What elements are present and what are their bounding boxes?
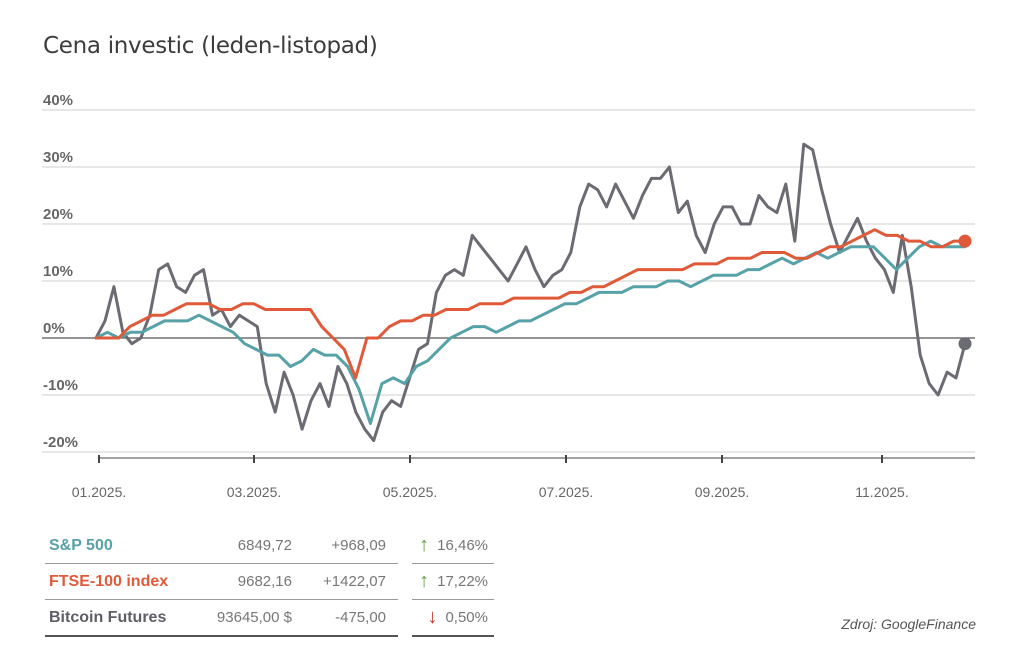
percent-ftse100: 17,22% bbox=[437, 573, 488, 590]
x-tick-label: 03.2025. bbox=[227, 484, 282, 500]
y-tick-label: 40% bbox=[43, 92, 73, 109]
table-row: Bitcoin Futures 93645,00 $ -475,00 ↓ 0,50… bbox=[45, 599, 494, 637]
series-line-s-p-500 bbox=[94, 239, 967, 425]
y-tick-label: -20% bbox=[43, 434, 78, 451]
x-tick-label: 07.2025. bbox=[539, 484, 594, 500]
price-sp500: 6849,72 bbox=[189, 528, 302, 564]
table-row: S&P 500 6849,72 +968,09 ↑ 16,46% bbox=[45, 528, 494, 564]
series-name-ftse100: FTSE-100 index bbox=[45, 563, 189, 600]
x-tick-label: 09.2025. bbox=[695, 484, 750, 500]
x-tick-label: 11.2025. bbox=[855, 484, 908, 500]
price-bitcoin: 93645,00 $ bbox=[189, 599, 302, 637]
y-tick-label: 10% bbox=[43, 263, 73, 280]
x-tick-label: 01.2025. bbox=[72, 484, 127, 500]
summary-table: S&P 500 6849,72 +968,09 ↑ 16,46% FTSE-100… bbox=[45, 528, 494, 637]
source-note: Zdroj: GoogleFinance bbox=[841, 616, 976, 632]
series-name-bitcoin: Bitcoin Futures bbox=[45, 599, 189, 637]
end-marker-bitcoin-futures bbox=[958, 337, 972, 351]
y-tick-label: 0% bbox=[43, 320, 65, 337]
change-sp500: +968,09 bbox=[302, 528, 398, 564]
y-tick-label: 30% bbox=[43, 149, 73, 166]
series-line-ftse-100-index bbox=[94, 228, 967, 380]
series-name-sp500: S&P 500 bbox=[45, 528, 189, 564]
end-marker-ftse-100-index bbox=[958, 234, 972, 248]
table-row: FTSE-100 index 9682,16 +1422,07 ↑ 17,22% bbox=[45, 563, 494, 600]
y-tick-label: 20% bbox=[43, 206, 73, 223]
chart-title: Cena investic (leden-listopad) bbox=[43, 33, 378, 59]
y-tick-label: -10% bbox=[43, 377, 78, 394]
arrow-up-icon: ↑ bbox=[419, 534, 430, 556]
percent-bitcoin: 0,50% bbox=[445, 609, 488, 626]
arrow-down-icon: ↓ bbox=[427, 606, 438, 628]
change-bitcoin: -475,00 bbox=[302, 599, 398, 637]
price-ftse100: 9682,16 bbox=[189, 563, 302, 600]
percent-sp500: 16,46% bbox=[437, 537, 488, 554]
line-chart: 40% 30% 20% 10% 0% -10% -20% 01.2025. 03.2025. 05… bbox=[42, 92, 975, 500]
change-ftse100: +1422,07 bbox=[302, 563, 398, 600]
x-tick-label: 05.2025. bbox=[383, 484, 438, 500]
arrow-up-icon: ↑ bbox=[419, 570, 430, 592]
series-line-bitcoin-futures bbox=[94, 142, 967, 443]
